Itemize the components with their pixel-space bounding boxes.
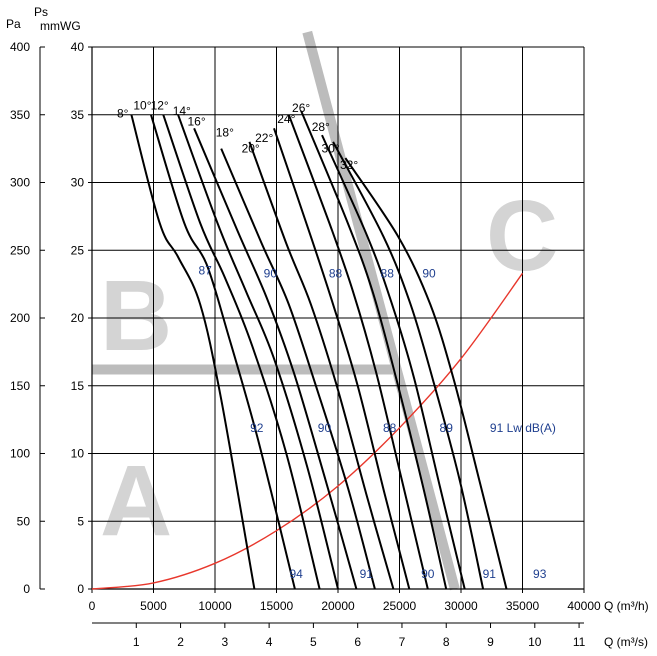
- x-tick-label-m3h: 35000: [506, 599, 540, 613]
- y-tick-label-mmwg: 15: [71, 379, 85, 393]
- x-tick-label-m3s: 9: [487, 635, 494, 649]
- fan-curve-16deg: [193, 127, 358, 590]
- fan-curve-18deg: [220, 148, 376, 590]
- y-tick-label-pa: 0: [23, 582, 30, 596]
- y-tick-label-pa: 350: [10, 108, 30, 122]
- zone-letter-b: B: [100, 260, 172, 372]
- y-tick-label-pa: 50: [17, 514, 31, 528]
- noise-level-label: 90: [422, 266, 436, 280]
- blade-angle-label: 16°: [187, 115, 205, 129]
- blade-angle-label: 18°: [216, 125, 234, 139]
- y-tick-label-mmwg: 20: [71, 311, 85, 325]
- x-tick-label-m3s: 6: [354, 635, 361, 649]
- x-tick-label-m3s: 3: [221, 635, 228, 649]
- noise-level-label: 88: [329, 266, 343, 280]
- x-tick-label-m3h: 10000: [198, 599, 232, 613]
- x-tick-label-m3s: 8: [443, 635, 450, 649]
- y-tick-label-mmwg: 5: [77, 514, 84, 528]
- fan-curve-8deg: [130, 114, 256, 590]
- blade-angle-label: 8°: [117, 106, 129, 120]
- noise-level-label: 94: [290, 567, 304, 581]
- y-tick-label-mmwg: 25: [71, 243, 85, 257]
- noise-level-label: 90: [264, 266, 278, 280]
- fan-curve-10deg: [150, 114, 296, 590]
- x-tick-label-m3h: 0: [89, 599, 96, 613]
- x-tick-label-m3s: 2: [177, 635, 184, 649]
- noise-level-label: 92: [250, 421, 264, 435]
- blade-angle-label: 14°: [173, 104, 191, 118]
- y-tick-label-mmwg: 30: [71, 176, 85, 190]
- y-tick-label-mmwg: 10: [71, 447, 85, 461]
- blade-angle-label: 28°: [312, 120, 330, 134]
- x-tick-label-m3s: 7: [399, 635, 406, 649]
- zones-layer: ABC: [92, 30, 558, 591]
- blade-angle-label: 22°: [255, 131, 273, 145]
- noise-level-label: 91 Lw dB(A): [490, 421, 556, 435]
- x-tick-label-m3s: 5: [310, 635, 317, 649]
- x-m3s-label: Q (m³/s): [604, 635, 648, 649]
- system-curve: [91, 272, 524, 590]
- fan-curve-28deg: [321, 134, 466, 590]
- x-tick-label-m3s: 10: [528, 635, 542, 649]
- y-tick-label-pa: 300: [10, 176, 30, 190]
- y-tick-label-mmwg: 0: [77, 582, 84, 596]
- x-tick-label-m3h: 5000: [140, 599, 167, 613]
- noise-level-label: 93: [533, 567, 547, 581]
- x-tick-label-m3h: 20000: [321, 599, 355, 613]
- x-m3h-label: Q (m³/h): [604, 599, 649, 613]
- x-tick-label-m3s: 11: [573, 635, 586, 649]
- blade-angle-label: 12°: [151, 98, 169, 112]
- noise-level-label: 88: [383, 421, 397, 435]
- y-mmwg-unit: mmWG: [40, 19, 81, 33]
- blade-angle-label: 10°: [133, 98, 151, 112]
- fan-curve-22deg: [273, 127, 411, 590]
- noise-level-label: 89: [440, 421, 454, 435]
- y-tick-label-pa: 200: [10, 311, 30, 325]
- blade-angle-label: 32°: [340, 158, 358, 172]
- blade-angle-label: 20°: [242, 142, 260, 156]
- blade-angle-label: 30°: [322, 142, 340, 156]
- fan-curve-30deg: [332, 141, 485, 590]
- zone-divider-diagonal: [302, 30, 460, 591]
- fan-curves: [91, 110, 524, 590]
- y-tick-label-pa: 100: [10, 447, 30, 461]
- y-tick-label-pa: 400: [10, 40, 30, 54]
- x-tick-label-m3h: 15000: [260, 599, 294, 613]
- x-tick-label-m3h: 30000: [444, 599, 478, 613]
- blade-angle-label: 24°: [277, 112, 295, 126]
- noise-level-label: 91: [360, 567, 374, 581]
- x-tick-label-m3h: 25000: [383, 599, 417, 613]
- y-tick-label-pa: 150: [10, 379, 30, 393]
- y-pa-unit: Pa: [6, 17, 21, 31]
- y-tick-label-mmwg: 35: [71, 108, 85, 122]
- zone-letter-a: A: [100, 445, 172, 557]
- x-tick-label-m3h: 40000: [567, 599, 601, 613]
- y-tick-label-pa: 250: [10, 243, 30, 257]
- noise-level-label: 90: [421, 567, 435, 581]
- curve-labels: 8° 10° 12° 14°16° 18° 20°22° 24°26°28° 30°32° 87…: [117, 98, 556, 581]
- blade-angle-label: 26°: [292, 101, 310, 115]
- y-ps-label: Ps: [34, 5, 48, 19]
- noise-level-label: 88: [381, 266, 395, 280]
- axes: 0510152025303540050100150200250300350400…: [10, 40, 601, 649]
- noise-level-label: 87: [198, 264, 212, 278]
- x-tick-label-m3s: 1: [133, 635, 140, 649]
- noise-level-label: 90: [318, 421, 332, 435]
- fan-curve-12deg: [162, 114, 321, 590]
- fan-curve-32deg: [344, 157, 508, 590]
- y-tick-label-mmwg: 40: [71, 40, 85, 54]
- fan-curve-14deg: [177, 114, 339, 590]
- fan-curve-24deg: [287, 114, 429, 590]
- x-tick-label-m3s: 4: [266, 635, 273, 649]
- fan-curve-20deg: [248, 141, 395, 590]
- noise-level-label: 91: [483, 567, 497, 581]
- fan-curve-26deg: [300, 110, 448, 590]
